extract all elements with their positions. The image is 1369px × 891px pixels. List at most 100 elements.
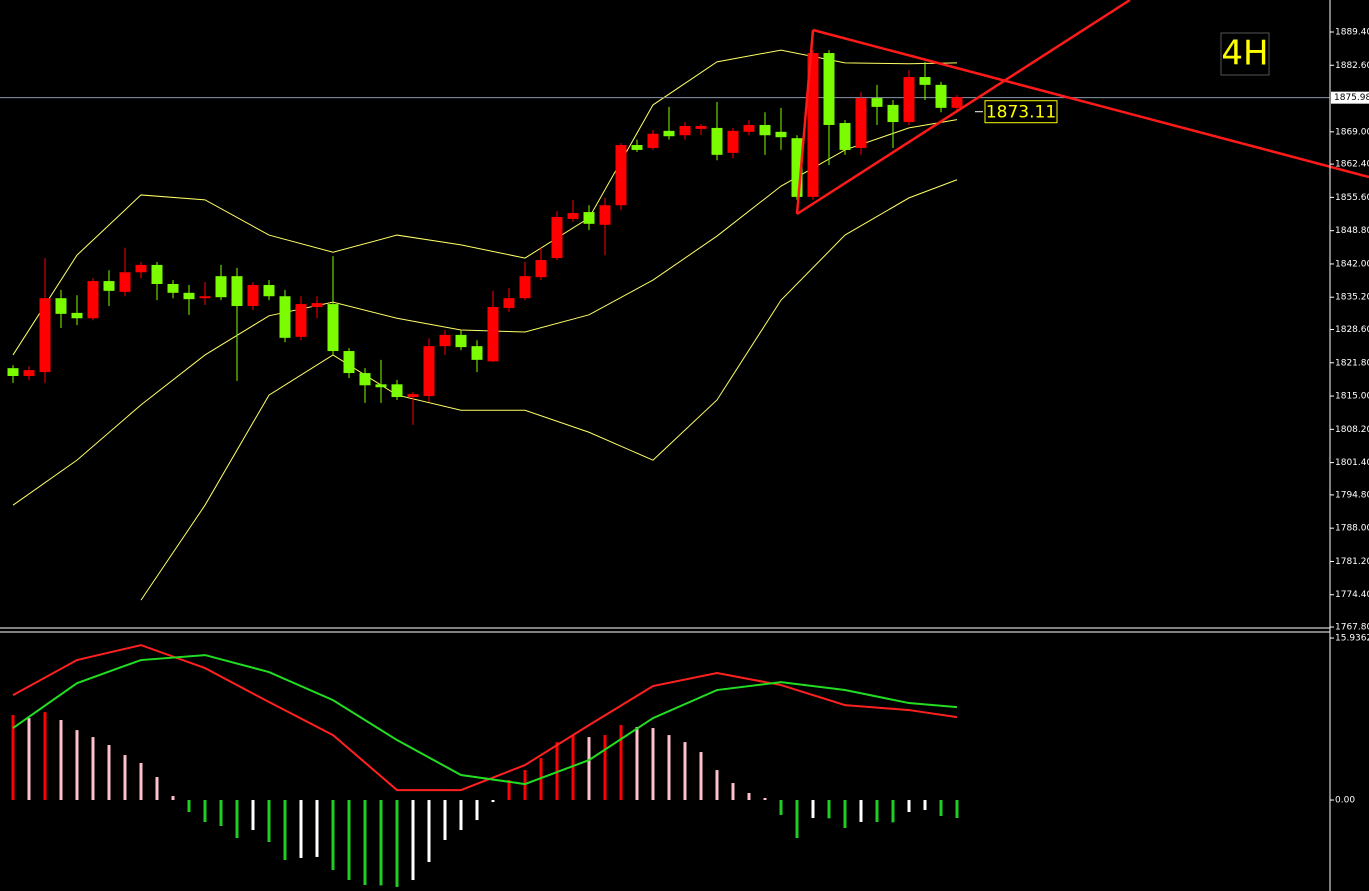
y-tick-label: 1842.00 [1335,259,1369,269]
histogram-bar [619,725,623,801]
candle-body [503,298,515,308]
y-tick-label: 15.9362 [1335,634,1369,644]
histogram-bar [459,800,463,831]
timeframe-box [1220,32,1270,76]
y-tick-label: 1781.20 [1335,557,1369,567]
histogram-bar [763,797,767,801]
histogram-bar [91,737,95,801]
histogram-bar [251,800,255,831]
histogram-bar [107,745,111,801]
candle-body [311,303,323,308]
candle-body [919,77,931,85]
histogram-bar [123,755,127,801]
histogram-bar [75,730,79,801]
trendlines [795,0,1369,216]
axes: 1889.40 1882.60 1869.00 1862.40 1855.60 1848.… [1330,28,1369,806]
candle-body [199,296,211,299]
candle-body [807,53,819,197]
candle-body [391,384,403,398]
histogram-bar [411,800,415,881]
histogram-bar [139,763,143,801]
candle-body [423,346,435,397]
candle-body [711,127,723,155]
bollinger-band [140,179,958,601]
histogram-bar [155,777,159,801]
bid-label: 1875.98 [1334,93,1369,103]
histogram-bar [363,800,367,886]
histogram-bar [907,800,911,813]
histogram-bar [955,800,959,819]
candle-body [535,260,547,278]
candle-body [359,373,371,386]
y-tick-label: 1801.40 [1335,458,1369,468]
histogram-bar [731,783,735,801]
y-tick-label: 1788.00 [1335,524,1369,534]
histogram-bar [635,727,639,801]
candle-body [551,216,563,259]
histogram-bar [475,800,479,821]
candle-body [55,298,67,314]
histogram-bar [875,800,879,822]
candle-body [727,130,739,153]
candle-body [103,281,115,291]
candle-body [615,145,627,206]
histogram-bar [859,800,863,822]
trendline [796,0,1131,216]
candle-body [695,125,707,129]
candle-body [407,394,419,398]
y-tick-label: 1815.00 [1335,392,1369,402]
histogram-bar [939,800,943,816]
histogram-bar [299,800,303,858]
histogram-bar [651,728,655,801]
candle-body [167,284,179,293]
candle-body [647,133,659,148]
histogram-bar [43,712,47,801]
macd-panel [11,644,959,887]
histogram-bar [683,742,687,801]
histogram-bar [715,770,719,801]
candle-body [119,272,131,292]
candle-body [487,307,499,362]
histogram-bar [203,800,207,822]
candle-body [151,264,163,285]
histogram-bar [59,720,63,801]
histogram-bar [779,800,783,815]
candle-body [855,98,867,148]
candle-body [439,334,451,347]
histogram-bar [347,800,351,881]
candle-body [343,351,355,374]
histogram-bar [379,800,383,886]
histogram-bar [331,800,335,870]
histogram-bar [267,800,271,843]
candle-body [375,384,387,388]
candle-body [263,284,275,297]
y-tick-label: 1882.60 [1335,61,1369,71]
histogram-bar [507,780,511,801]
histogram-bar [699,752,703,801]
candle-body [327,304,339,352]
histogram-bar [219,800,223,827]
histogram-bar [443,800,447,840]
candle-body [791,138,803,197]
histogram-bar [315,800,319,857]
candle-body [231,276,243,307]
candle-body [679,125,691,136]
candle-body [743,124,755,132]
y-tick-label: 0.00 [1335,796,1355,806]
candle-body [295,304,307,337]
candle-body [775,131,787,138]
candle-body [455,334,467,348]
candle-body [951,97,963,108]
candle-body [519,276,531,299]
histogram-bar [491,800,495,803]
histogram-bar [427,800,431,863]
candle-body [215,276,227,298]
histogram-bar [571,735,575,801]
candle-body [135,264,147,273]
y-tick-label: 1794.80 [1335,490,1369,500]
candle-body [599,205,611,225]
histogram-bar [27,718,31,801]
y-tick-label: 1828.60 [1335,325,1369,335]
